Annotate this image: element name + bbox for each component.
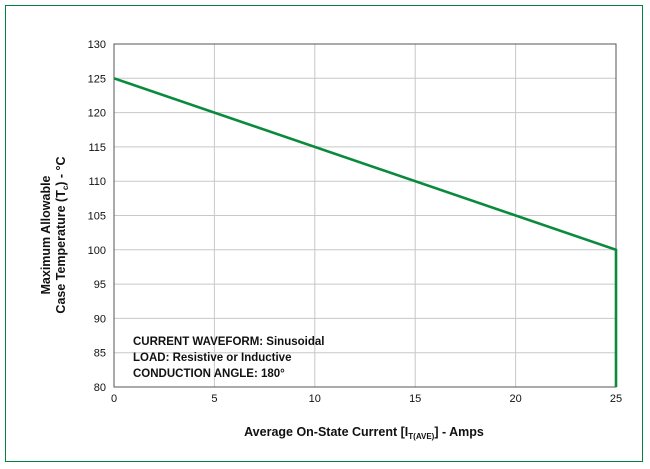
annotation-load: LOAD: Resistive or Inductive	[133, 352, 291, 364]
series-group	[113, 77, 618, 387]
x-tick-label: 10	[309, 393, 321, 405]
x-axis-ticks: 0 5 10 15 20 25	[111, 393, 622, 405]
chart-frame	[5, 5, 643, 462]
x-tick-label: 5	[211, 393, 217, 405]
x-tick-label: 15	[409, 393, 421, 405]
x-tick-label: 0	[111, 393, 117, 405]
y-tick-label: 90	[94, 313, 106, 325]
x-tick-label: 20	[509, 393, 521, 405]
annotation-conduction-angle: CONDUCTION ANGLE: 180°	[133, 368, 285, 380]
y-tick-label: 105	[88, 211, 106, 223]
x-tick-label: 25	[610, 393, 622, 405]
y-axis-ticks: 80 85 90 95 100 105 110 115 120 125 130	[88, 39, 106, 394]
y-tick-label: 130	[88, 39, 106, 51]
y-tick-label: 80	[94, 382, 106, 394]
y-axis-title-line-2: Case Temperature (Tc) - °C	[54, 156, 70, 313]
plot-area	[113, 43, 617, 388]
annotation-waveform: CURRENT WAVEFORM: Sinusoidal	[133, 336, 324, 348]
y-axis-title-line-1: Maximum Allowable	[39, 175, 53, 294]
series-line	[113, 77, 618, 387]
y-tick-label: 95	[94, 279, 106, 291]
y-tick-label: 85	[94, 348, 106, 360]
y-tick-label: 110	[88, 176, 106, 188]
y-tick-label: 125	[88, 73, 106, 85]
y-tick-label: 120	[88, 108, 106, 120]
x-axis-title: Average On-State Current [IT(AVE)] - Amp…	[244, 425, 484, 441]
y-tick-label: 115	[88, 142, 106, 154]
y-tick-label: 100	[88, 245, 106, 257]
